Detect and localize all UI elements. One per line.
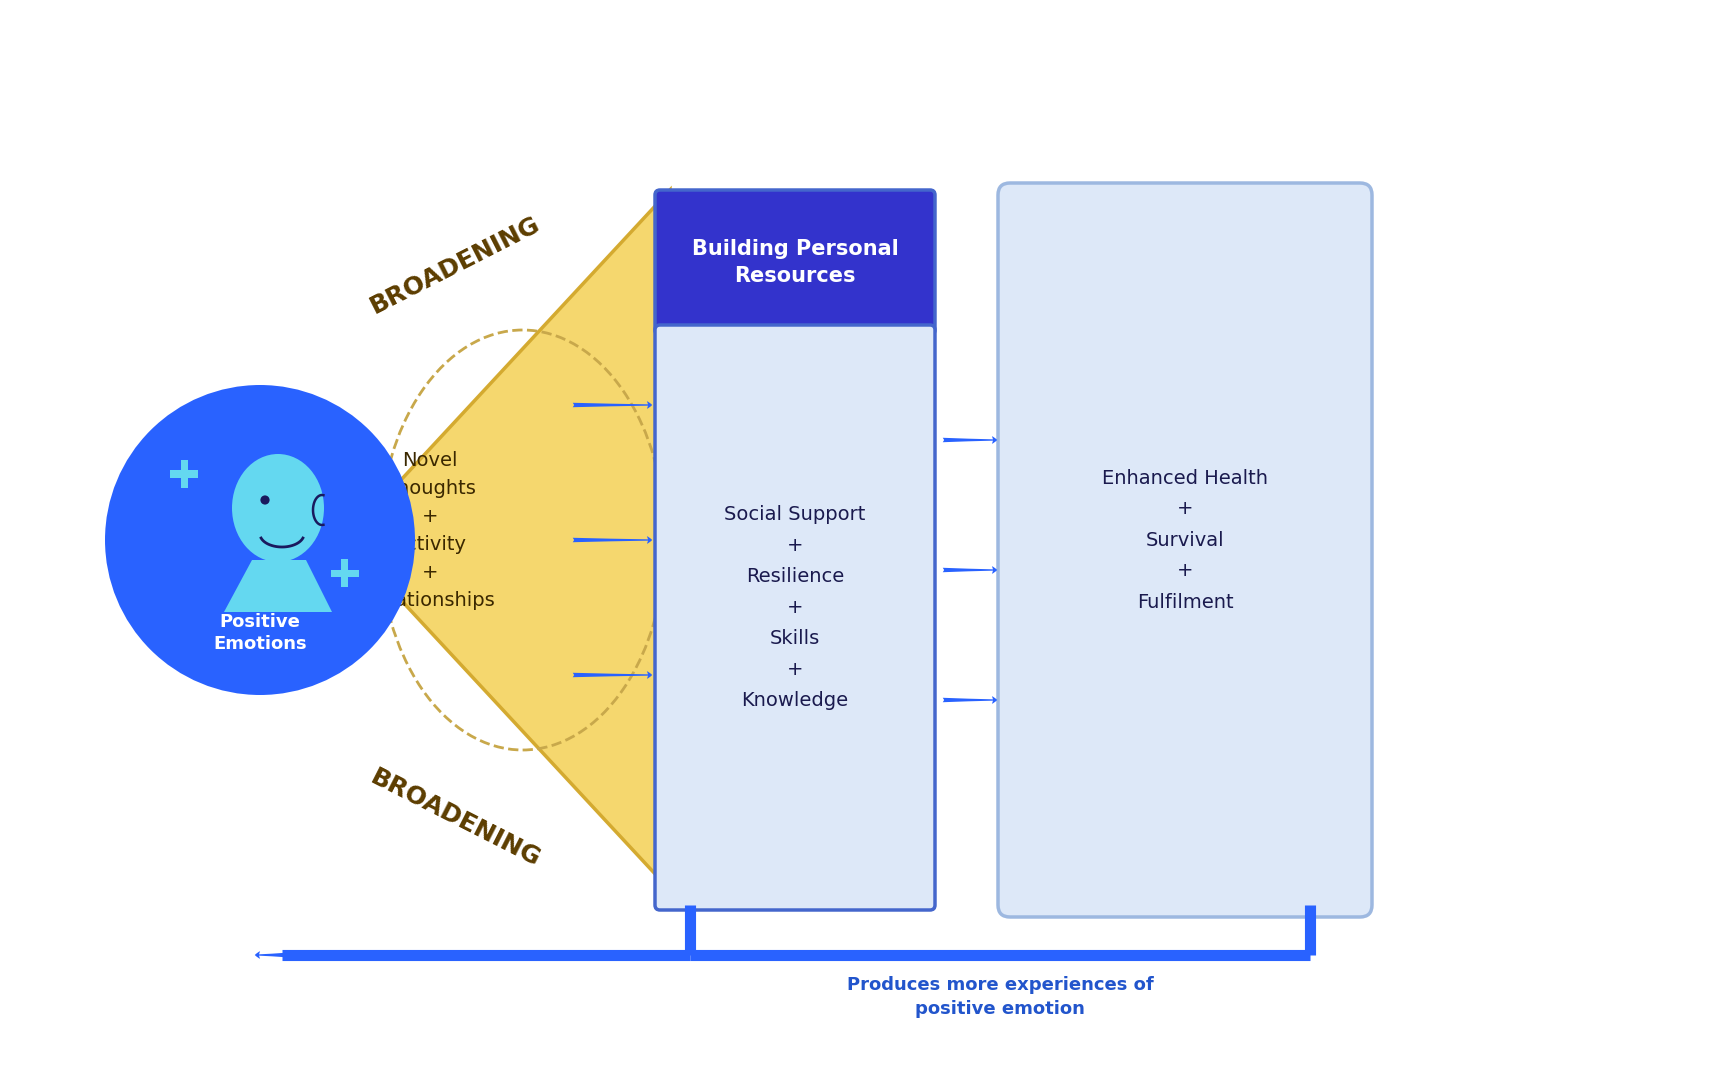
Polygon shape: [346, 190, 670, 890]
Text: BROADENING: BROADENING: [366, 212, 544, 319]
Text: Social Support
+
Resilience
+
Skills
+
Knowledge: Social Support + Resilience + Skills + K…: [724, 505, 866, 710]
FancyBboxPatch shape: [180, 460, 188, 488]
Text: Produces more experiences of
positive emotion: Produces more experiences of positive em…: [847, 975, 1153, 1018]
Ellipse shape: [232, 454, 325, 562]
Polygon shape: [225, 561, 332, 612]
Text: Positive
Emotions: Positive Emotions: [213, 612, 308, 653]
FancyBboxPatch shape: [342, 559, 349, 588]
Text: Building Personal
Resources: Building Personal Resources: [691, 240, 899, 286]
Text: BROADENING: BROADENING: [366, 765, 544, 872]
FancyBboxPatch shape: [169, 471, 199, 477]
FancyBboxPatch shape: [655, 325, 935, 910]
FancyBboxPatch shape: [332, 569, 359, 577]
Circle shape: [261, 496, 270, 504]
FancyBboxPatch shape: [999, 183, 1372, 917]
FancyBboxPatch shape: [655, 190, 935, 335]
Text: Enhanced Health
+
Survival
+
Fulfilment: Enhanced Health + Survival + Fulfilment: [1102, 469, 1268, 611]
Text: Novel
Thoughts
+
Activity
+
Relationships: Novel Thoughts + Activity + Relationship…: [365, 450, 494, 609]
Circle shape: [105, 384, 415, 696]
